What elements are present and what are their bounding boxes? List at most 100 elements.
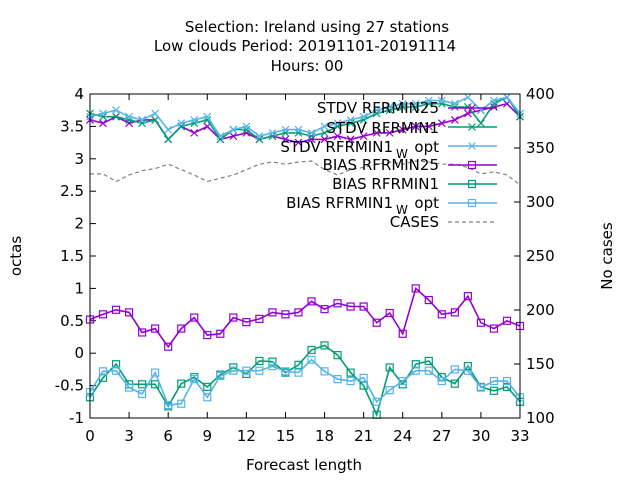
data-point-bias-rfrmin25 [424, 295, 433, 305]
x-tick-label: 6 [163, 427, 173, 445]
data-point-bias-rfrmin1 [502, 382, 512, 391]
legend-marker-bias-rfrmin1 [467, 179, 477, 189]
data-point-bias-rfrmin1-w-opt [398, 376, 407, 386]
y2-tick-label: 350 [526, 139, 555, 157]
data-point-stdv-rfrmin1 [307, 132, 316, 141]
data-point-bias-rfrmin1-w-opt [450, 365, 459, 374]
series-line-bias-rfrmin1 [89, 344, 521, 418]
legend-label-stdv-rfrmin1-w-opt-suffix: opt [414, 138, 439, 156]
legend-label-stdv-rfrmin1-w-opt: STDV RFRMIN1 [280, 138, 393, 156]
data-point-bias-rfrmin1-w-opt [502, 376, 512, 386]
y2-tick-label: 250 [526, 247, 555, 265]
data-point-bias-rfrmin25 [411, 284, 420, 293]
data-point-bias-rfrmin1-w-opt [359, 373, 368, 382]
chart-title-line-3: Hours: 00 [271, 57, 344, 75]
data-point-bias-rfrmin1-w-opt [320, 367, 329, 376]
y-tick-label: 0 [74, 344, 84, 362]
data-point-bias-rfrmin25 [216, 329, 225, 338]
data-point-stdv-rfrmin1-w-opt [372, 106, 381, 115]
legend-label-bias-rfrmin1-w-opt: BIAS RFRMIN1 [286, 194, 393, 212]
data-point-bias-rfrmin1-w-opt [281, 367, 290, 376]
chart-title-line-2: Low clouds Period: 20191101-20191114 [154, 37, 456, 55]
data-point-stdv-rfrmin1-w-opt [346, 115, 355, 124]
data-point-stdv-rfrmin1-w-opt [320, 122, 329, 131]
legend-label-stdv-rfrmin1: STDV RFRMIN1 [326, 119, 439, 137]
data-point-stdv-rfrmin25 [411, 122, 420, 131]
data-point-stdv-rfrmin1-w-opt [203, 112, 212, 121]
data-point-bias-rfrmin25 [138, 328, 147, 337]
data-point-bias-rfrmin1 [333, 351, 342, 360]
data-point-stdv-rfrmin25 [385, 128, 394, 137]
data-point-stdv-rfrmin1-w-opt [229, 125, 238, 134]
data-point-stdv-rfrmin25 [281, 135, 290, 144]
data-point-stdv-rfrmin25 [372, 128, 381, 137]
data-point-bias-rfrmin1 [177, 379, 186, 388]
data-point-stdv-rfrmin1 [151, 115, 160, 124]
data-point-bias-rfrmin25 [98, 310, 108, 319]
data-point-stdv-rfrmin1 [476, 119, 485, 128]
data-point-bias-rfrmin1-w-opt [216, 371, 225, 380]
data-point-bias-rfrmin25 [255, 314, 264, 323]
data-point-bias-rfrmin1-w-opt [124, 383, 134, 392]
y-axis-label: octas [7, 236, 25, 276]
data-point-bias-rfrmin1-w-opt [307, 355, 316, 364]
data-point-stdv-rfrmin1-w-opt [333, 119, 342, 128]
y2-axis-label: No cases [598, 222, 616, 290]
x-tick-label: 21 [354, 427, 373, 445]
data-point-stdv-rfrmin25 [320, 135, 329, 144]
x-tick-label: 3 [124, 427, 134, 445]
y-tick-label: 3 [74, 150, 84, 168]
data-point-stdv-rfrmin1-w-opt [490, 96, 498, 105]
y-tick-label: 2 [74, 215, 84, 233]
legend-label-cases: CASES [390, 213, 439, 231]
x-tick-label: 12 [237, 427, 256, 445]
data-point-stdv-rfrmin1-w-opt [463, 93, 472, 102]
data-point-stdv-rfrmin1 [138, 119, 147, 128]
legend-marker-bias-rfrmin25 [467, 160, 477, 170]
data-point-bias-rfrmin1-w-opt [177, 399, 186, 408]
y-tick-label: 1.5 [60, 247, 84, 265]
data-point-bias-rfrmin1 [489, 386, 499, 395]
data-point-bias-rfrmin25 [437, 310, 446, 319]
data-point-bias-rfrmin25 [463, 292, 472, 301]
data-point-bias-rfrmin1 [385, 363, 394, 372]
x-tick-label: 27 [432, 427, 451, 445]
y-tick-label: -1 [69, 409, 84, 427]
legend-label-stdv-rfrmin25: STDV RFRMIN25 [317, 99, 439, 117]
data-point-bias-rfrmin25 [333, 299, 342, 308]
x-tick-label: 30 [471, 427, 490, 445]
legend-marker-stdv-rfrmin1 [468, 123, 476, 131]
data-point-bias-rfrmin1-w-opt [294, 368, 303, 377]
data-point-stdv-rfrmin1 [450, 103, 459, 111]
data-point-bias-rfrmin25 [476, 318, 486, 327]
data-point-bias-rfrmin25 [151, 324, 160, 333]
data-point-stdv-rfrmin1-w-opt [424, 96, 433, 105]
data-point-bias-rfrmin25 [307, 297, 316, 306]
data-point-stdv-rfrmin1-w-opt [307, 128, 316, 137]
series-line-cases [90, 160, 521, 186]
data-point-bias-rfrmin1-w-opt [111, 366, 121, 375]
data-point-stdv-rfrmin25 [294, 138, 303, 147]
data-point-stdv-rfrmin1 [164, 135, 173, 144]
data-point-stdv-rfrmin25 [359, 132, 368, 141]
data-point-bias-rfrmin1 [268, 357, 277, 366]
legend-label-bias-rfrmin1-w-opt-suffix: opt [414, 194, 439, 212]
data-point-bias-rfrmin25 [359, 302, 368, 311]
y-tick-label: 3.5 [60, 117, 84, 135]
data-point-bias-rfrmin1-w-opt [385, 386, 394, 395]
data-point-bias-rfrmin1-w-opt [333, 375, 342, 384]
series-line-stdv-rfrmin1-w-opt [89, 96, 521, 138]
data-point-stdv-rfrmin1-w-opt [216, 132, 225, 141]
data-point-bias-rfrmin25 [164, 342, 173, 351]
data-point-stdv-rfrmin1-w-opt [242, 122, 251, 131]
data-point-stdv-rfrmin1-w-opt [268, 128, 277, 137]
data-point-bias-rfrmin1-w-opt [424, 366, 433, 375]
data-point-stdv-rfrmin25 [450, 115, 459, 124]
data-point-stdv-rfrmin1-w-opt [281, 125, 290, 134]
data-point-stdv-rfrmin1-w-opt [125, 112, 134, 121]
data-point-stdv-rfrmin1 [255, 135, 264, 144]
data-point-stdv-rfrmin1-w-opt [164, 125, 173, 134]
data-point-stdv-rfrmin25 [307, 135, 316, 144]
x-tick-label: 0 [85, 427, 95, 445]
